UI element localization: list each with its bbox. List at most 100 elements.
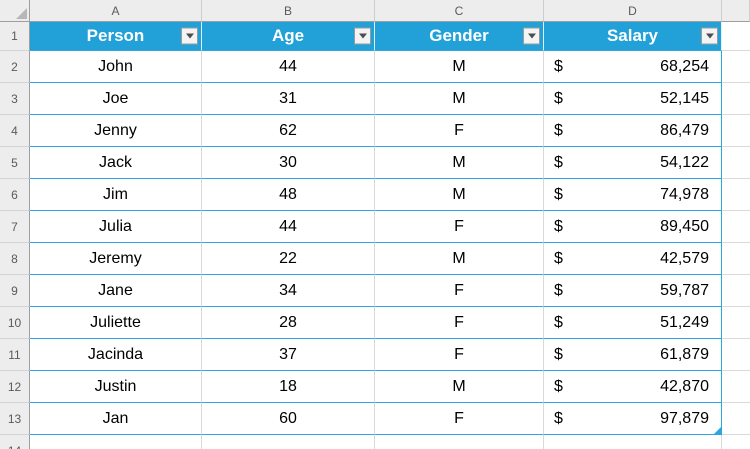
cell-person-a10[interactable]: Juliette xyxy=(30,307,202,339)
column-header-d[interactable]: D xyxy=(544,0,722,22)
cell-e5[interactable] xyxy=(722,147,750,179)
cell-person-a13[interactable]: Jan xyxy=(30,403,202,435)
salary-value: 42,579 xyxy=(660,249,709,267)
filter-dropdown-button-salary[interactable] xyxy=(701,27,718,45)
cell-salary-d4[interactable]: $86,479 xyxy=(544,115,722,147)
row-header-2[interactable]: 2 xyxy=(0,51,30,83)
cell-age-b11[interactable]: 37 xyxy=(202,339,375,371)
cell-gender-c5[interactable]: M xyxy=(375,147,544,179)
table-header-cell-person[interactable]: Person xyxy=(30,22,202,51)
column-header-b[interactable]: B xyxy=(202,0,375,22)
cell-e9[interactable] xyxy=(722,275,750,307)
cell-salary-d12[interactable]: $42,870 xyxy=(544,371,722,403)
filter-dropdown-button-gender[interactable] xyxy=(523,27,540,45)
currency-symbol: $ xyxy=(554,89,563,107)
cell-a14[interactable] xyxy=(30,435,202,449)
cell-gender-c9[interactable]: F xyxy=(375,275,544,307)
row-header-7[interactable]: 7 xyxy=(0,211,30,243)
row-header-6[interactable]: 6 xyxy=(0,179,30,211)
row-header-14[interactable]: 14 xyxy=(0,435,30,449)
table-header-cell-age[interactable]: Age xyxy=(202,22,375,51)
select-all-corner[interactable] xyxy=(0,0,30,22)
cell-salary-d8[interactable]: $42,579 xyxy=(544,243,722,275)
cell-age-b5[interactable]: 30 xyxy=(202,147,375,179)
cell-e10[interactable] xyxy=(722,307,750,339)
cell-e1[interactable] xyxy=(722,22,750,51)
cell-e7[interactable] xyxy=(722,211,750,243)
table-header-cell-salary[interactable]: Salary xyxy=(544,22,722,51)
cell-b14[interactable] xyxy=(202,435,375,449)
cell-gender-c4[interactable]: F xyxy=(375,115,544,147)
row-header-12[interactable]: 12 xyxy=(0,371,30,403)
row-header-11[interactable]: 11 xyxy=(0,339,30,371)
cell-person-a9[interactable]: Jane xyxy=(30,275,202,307)
cell-person-a12[interactable]: Justin xyxy=(30,371,202,403)
cell-e4[interactable] xyxy=(722,115,750,147)
cell-d14[interactable] xyxy=(544,435,722,449)
filter-dropdown-button-age[interactable] xyxy=(354,27,371,45)
cell-salary-d3[interactable]: $52,145 xyxy=(544,83,722,115)
cell-person-a7[interactable]: Julia xyxy=(30,211,202,243)
row-header-1[interactable]: 1 xyxy=(0,22,30,51)
cell-age-b12[interactable]: 18 xyxy=(202,371,375,403)
cell-salary-d9[interactable]: $59,787 xyxy=(544,275,722,307)
row-header-9[interactable]: 9 xyxy=(0,275,30,307)
cell-person-a5[interactable]: Jack xyxy=(30,147,202,179)
currency-symbol: $ xyxy=(554,121,563,139)
row-header-5[interactable]: 5 xyxy=(0,147,30,179)
cell-person-a6[interactable]: Jim xyxy=(30,179,202,211)
column-header-c[interactable]: C xyxy=(375,0,544,22)
column-header-a[interactable]: A xyxy=(30,0,202,22)
cell-gender-c6[interactable]: M xyxy=(375,179,544,211)
cell-gender-c12[interactable]: M xyxy=(375,371,544,403)
cell-e8[interactable] xyxy=(722,243,750,275)
cell-salary-d2[interactable]: $68,254 xyxy=(544,51,722,83)
row-header-13[interactable]: 13 xyxy=(0,403,30,435)
cell-gender-c7[interactable]: F xyxy=(375,211,544,243)
filter-dropdown-button-person[interactable] xyxy=(181,27,198,45)
row-header-3[interactable]: 3 xyxy=(0,83,30,115)
cell-gender-c11[interactable]: F xyxy=(375,339,544,371)
cell-salary-d13[interactable]: $97,879 xyxy=(544,403,722,435)
table-resize-handle[interactable] xyxy=(714,427,721,434)
cell-e14[interactable] xyxy=(722,435,750,449)
cell-salary-d7[interactable]: $89,450 xyxy=(544,211,722,243)
cell-e2[interactable] xyxy=(722,51,750,83)
cell-age-b10[interactable]: 28 xyxy=(202,307,375,339)
cell-age-b6[interactable]: 48 xyxy=(202,179,375,211)
cell-person-a8[interactable]: Jeremy xyxy=(30,243,202,275)
cell-c14[interactable] xyxy=(375,435,544,449)
cell-age-b2[interactable]: 44 xyxy=(202,51,375,83)
cell-age-b8[interactable]: 22 xyxy=(202,243,375,275)
cell-salary-d10[interactable]: $51,249 xyxy=(544,307,722,339)
cell-age-b4[interactable]: 62 xyxy=(202,115,375,147)
cell-age-b9[interactable]: 34 xyxy=(202,275,375,307)
cell-e13[interactable] xyxy=(722,403,750,435)
cell-e6[interactable] xyxy=(722,179,750,211)
cell-person-a4[interactable]: Jenny xyxy=(30,115,202,147)
cell-gender-c3[interactable]: M xyxy=(375,83,544,115)
cell-age-b3[interactable]: 31 xyxy=(202,83,375,115)
sheet-row-6: 6 Jim 48 M $74,978 xyxy=(0,179,750,211)
cell-gender-c10[interactable]: F xyxy=(375,307,544,339)
row-header-8[interactable]: 8 xyxy=(0,243,30,275)
row-header-10[interactable]: 10 xyxy=(0,307,30,339)
cell-gender-c2[interactable]: M xyxy=(375,51,544,83)
row-header-4[interactable]: 4 xyxy=(0,115,30,147)
cell-salary-d6[interactable]: $74,978 xyxy=(544,179,722,211)
cell-age-b13[interactable]: 60 xyxy=(202,403,375,435)
cell-person-a11[interactable]: Jacinda xyxy=(30,339,202,371)
cell-gender-c13[interactable]: F xyxy=(375,403,544,435)
cell-salary-d11[interactable]: $61,879 xyxy=(544,339,722,371)
cell-e3[interactable] xyxy=(722,83,750,115)
cell-age-b7[interactable]: 44 xyxy=(202,211,375,243)
table-header-label: Person xyxy=(86,26,145,45)
cell-e12[interactable] xyxy=(722,371,750,403)
cell-person-a2[interactable]: John xyxy=(30,51,202,83)
cell-e11[interactable] xyxy=(722,339,750,371)
column-header-e[interactable] xyxy=(722,0,750,22)
cell-person-a3[interactable]: Joe xyxy=(30,83,202,115)
cell-gender-c8[interactable]: M xyxy=(375,243,544,275)
cell-salary-d5[interactable]: $54,122 xyxy=(544,147,722,179)
table-header-cell-gender[interactable]: Gender xyxy=(375,22,544,51)
